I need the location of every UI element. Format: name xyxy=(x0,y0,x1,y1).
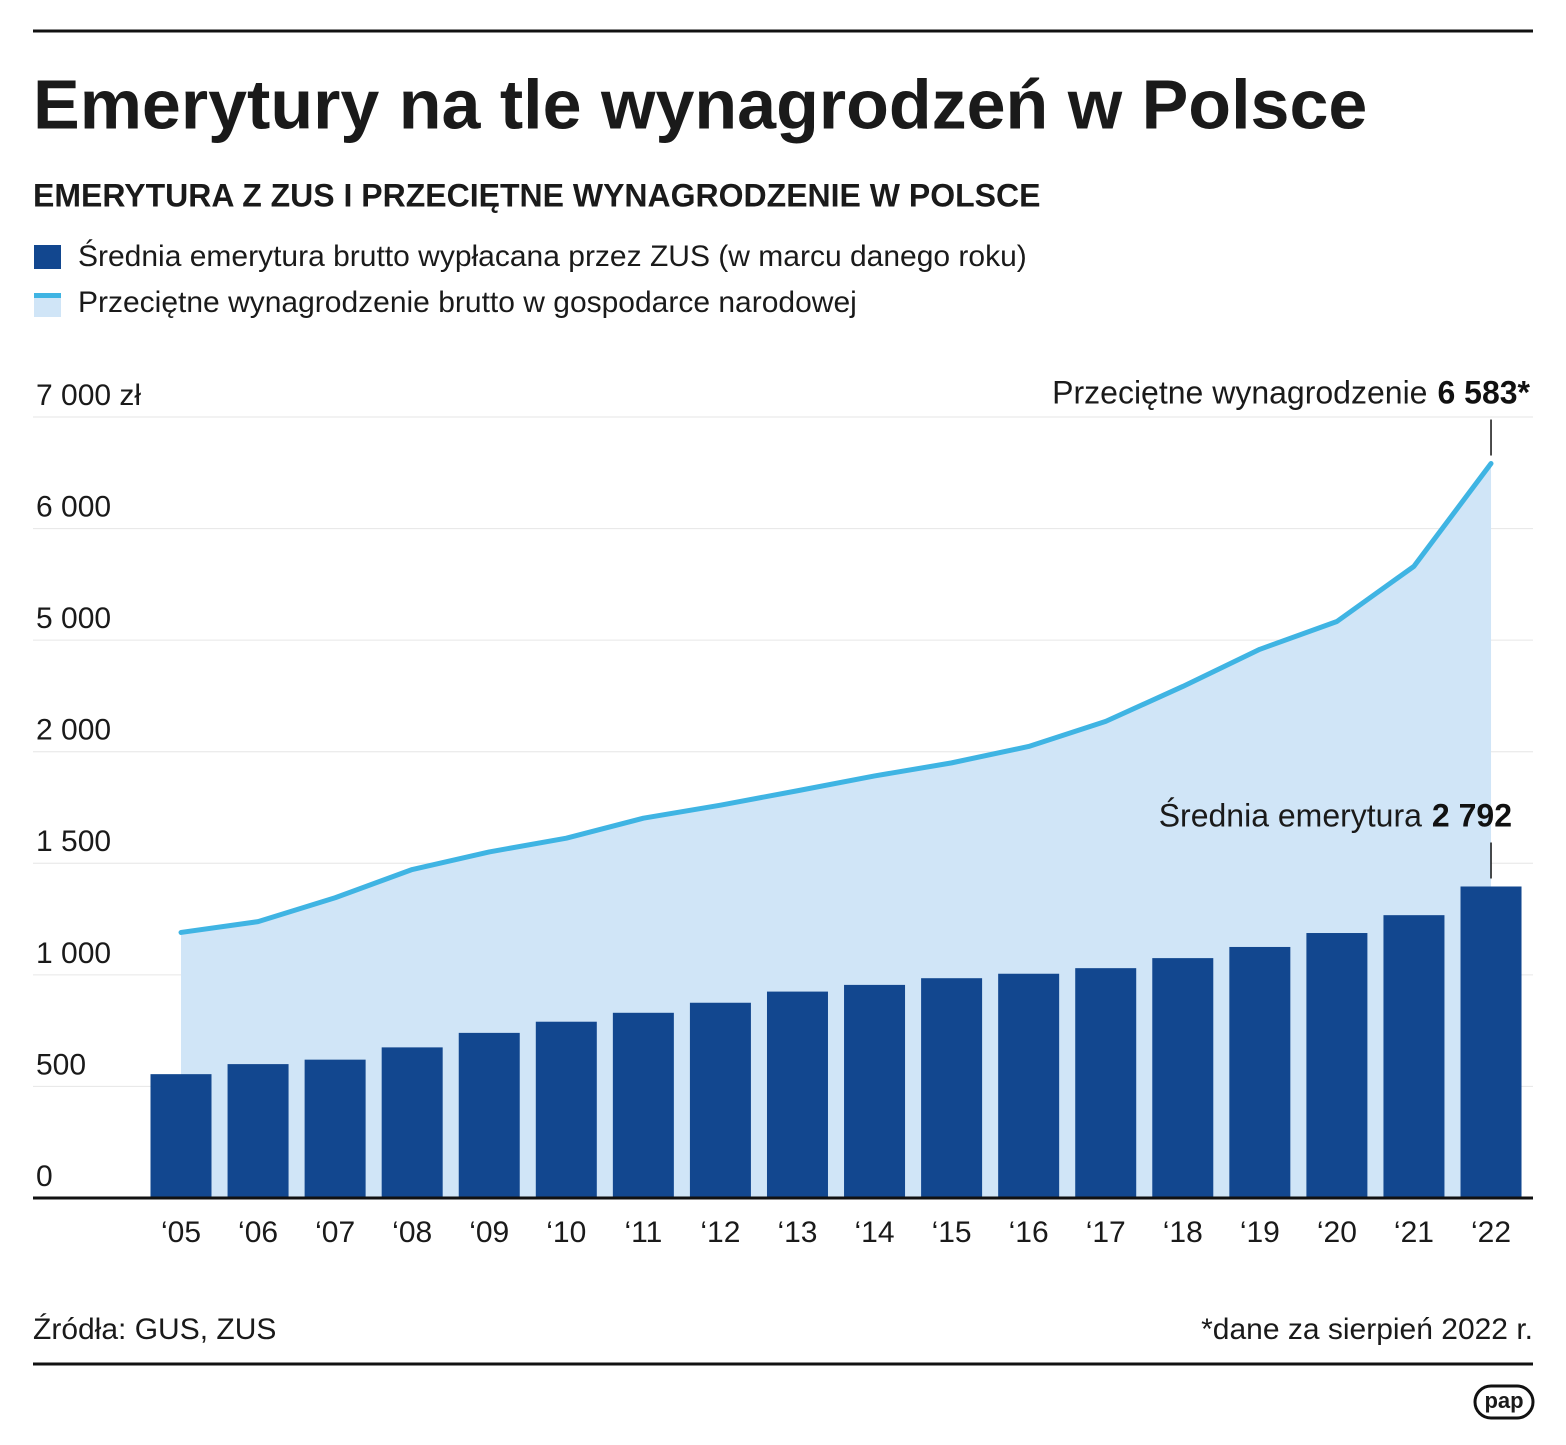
logo: pap xyxy=(1484,1388,1523,1413)
plot: 0 500 1 000 1 500 2 000 5 000 6 000 7 000 zł ‘05… xyxy=(33,375,1533,1249)
x-tick-label: ‘13 xyxy=(777,1216,817,1249)
bar xyxy=(1460,886,1522,1198)
bar xyxy=(1229,946,1291,1198)
annotation-value: 6 583* xyxy=(1437,375,1530,411)
bar xyxy=(381,1047,443,1198)
annotation-value: 2 792 xyxy=(1432,798,1512,834)
x-tick-label: ‘21 xyxy=(1394,1216,1434,1249)
bar xyxy=(535,1021,597,1198)
source: Źródła: GUS, ZUS xyxy=(33,1313,276,1346)
line xyxy=(178,461,1494,935)
note: *dane za sierpień 2022 r. xyxy=(1201,1313,1533,1346)
legend-label: Przeciętne wynagrodzenie brutto w gospod… xyxy=(78,286,857,319)
bar xyxy=(998,973,1060,1198)
x-tick-label: ‘14 xyxy=(855,1216,895,1249)
bar xyxy=(150,1074,212,1198)
bar xyxy=(1383,915,1445,1198)
y-tick-label: 500 xyxy=(36,1048,86,1081)
bar xyxy=(227,1064,289,1198)
y-tick-label: 6 000 xyxy=(36,490,111,523)
y-tick-label: 5 000 xyxy=(36,602,111,635)
bar xyxy=(689,1002,751,1198)
legend-swatch-bar xyxy=(34,245,61,269)
bar xyxy=(844,984,906,1198)
y-tick-label: 0 xyxy=(36,1160,53,1193)
x-tick-label: ‘10 xyxy=(546,1216,586,1249)
x-tick-label: ‘07 xyxy=(315,1216,355,1249)
x-tick-label: ‘09 xyxy=(469,1216,509,1249)
x-tick-label: ‘18 xyxy=(1163,1216,1203,1249)
x-tick-label: ‘06 xyxy=(238,1216,278,1249)
x-tick-label: ‘11 xyxy=(624,1216,662,1249)
logo-frame xyxy=(1473,1384,1535,1420)
x-tick-label: ‘19 xyxy=(1240,1216,1280,1249)
chart-title: Emerytury na tle wynagrodzeń w Polsce xyxy=(33,65,1367,143)
bar xyxy=(612,1012,674,1198)
y-tick-label: 1 500 xyxy=(36,825,111,858)
legend-label: Średnia emerytura brutto wypłacana przez… xyxy=(78,239,1027,273)
bar xyxy=(1306,933,1368,1198)
annotation-text: Przeciętne wynagrodzenie xyxy=(1052,375,1427,411)
x-tick-label: ‘20 xyxy=(1317,1216,1357,1249)
bar xyxy=(766,991,828,1198)
bar xyxy=(304,1059,366,1198)
bar xyxy=(1152,958,1214,1198)
x-tick-label: ‘12 xyxy=(700,1216,740,1249)
x-tick-label: ‘22 xyxy=(1471,1216,1511,1249)
bar xyxy=(921,978,983,1198)
annotation: Średnia emerytura 2 792 xyxy=(1159,798,1512,834)
x-tick-label: ‘15 xyxy=(932,1216,972,1249)
x-tick-label: ‘05 xyxy=(161,1216,201,1249)
bar xyxy=(458,1032,520,1198)
y-tick-label: 1 000 xyxy=(36,937,111,970)
y-tick-label: 7 000 zł xyxy=(36,379,141,412)
chart-subtitle: EMERYTURA Z ZUS I PRZECIĘTNE WYNAGRODZEN… xyxy=(33,177,1040,213)
x-tick-label: ‘08 xyxy=(392,1216,432,1249)
x-tick-label: ‘17 xyxy=(1086,1216,1126,1249)
bar xyxy=(1075,968,1137,1198)
annotation-text: Średnia emerytura xyxy=(1159,798,1422,834)
legend-swatch-line xyxy=(34,293,61,298)
y-tick-label: 2 000 xyxy=(36,714,111,747)
annotation: Przeciętne wynagrodzenie 6 583* xyxy=(1052,375,1530,411)
x-tick-label: ‘16 xyxy=(1009,1216,1049,1249)
